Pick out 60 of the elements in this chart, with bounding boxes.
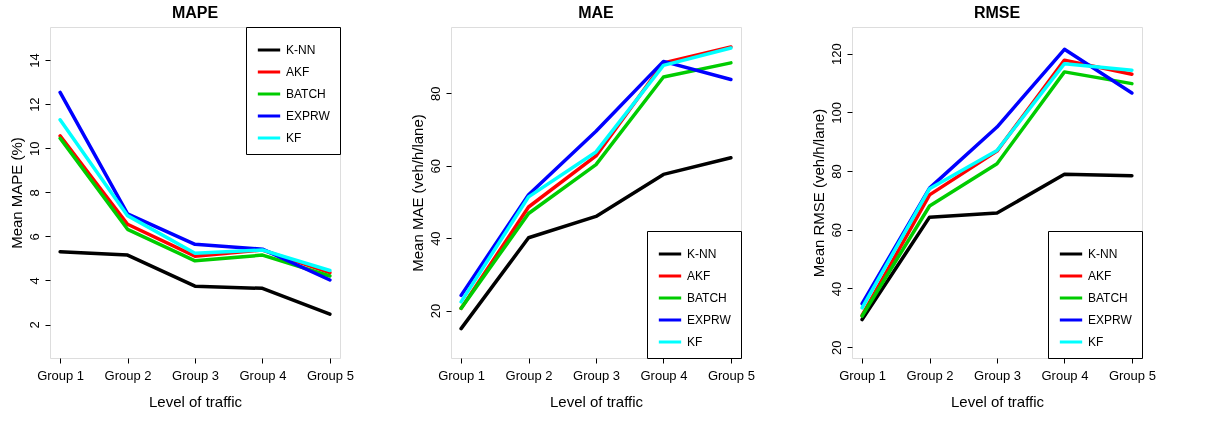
x-tick-label: Group 4 bbox=[640, 367, 688, 383]
legend-label: AKF bbox=[1088, 269, 1112, 283]
x-tick-label: Group 1 bbox=[438, 367, 486, 383]
legend-label: BATCH bbox=[286, 87, 326, 101]
y-tick-label: 20 bbox=[427, 303, 443, 319]
legend-label: EXPRW bbox=[687, 313, 732, 327]
y-tick-label: 20 bbox=[828, 340, 844, 355]
legend-label: K-NN bbox=[1088, 247, 1118, 261]
x-axis-title: Level of traffic bbox=[148, 392, 243, 410]
y-tick-label: 8 bbox=[26, 189, 42, 197]
y-axis-title: Mean MAPE (%) bbox=[7, 137, 25, 249]
y-tick-label: 60 bbox=[427, 158, 443, 174]
x-tick-label: Group 2 bbox=[906, 367, 954, 383]
legend-label: K-NN bbox=[687, 247, 717, 261]
y-tick-label: 40 bbox=[828, 281, 844, 297]
line-series bbox=[58, 90, 332, 282]
x-tick-label: Group 1 bbox=[839, 367, 887, 383]
line-series bbox=[860, 172, 1134, 322]
y-tick-label: 80 bbox=[427, 86, 443, 102]
y-axis-title: Mean MAE (veh/h/lane) bbox=[408, 114, 426, 272]
x-tick-label: Group 5 bbox=[1108, 367, 1156, 383]
x-tick-label: Group 2 bbox=[505, 367, 553, 383]
y-tick-label: 2 bbox=[26, 321, 42, 329]
x-tick-label: Group 4 bbox=[1041, 367, 1089, 383]
x-tick-label: Group 3 bbox=[573, 367, 620, 383]
chart-title: RMSE bbox=[973, 4, 1021, 21]
x-tick-label: Group 5 bbox=[306, 367, 354, 383]
x-tick-label: Group 5 bbox=[707, 367, 755, 383]
legend-label: EXPRW bbox=[286, 109, 331, 123]
x-tick-label: Group 1 bbox=[37, 367, 85, 383]
x-tick-label: Group 4 bbox=[239, 367, 287, 383]
y-tick-label: 60 bbox=[828, 223, 844, 238]
y-tick-label: 4 bbox=[26, 277, 42, 285]
y-tick-label: 14 bbox=[26, 53, 42, 68]
legend-label: BATCH bbox=[1088, 291, 1128, 305]
legend-label: KF bbox=[1088, 335, 1104, 349]
chart-title: MAE bbox=[578, 4, 615, 21]
legend-label: AKF bbox=[286, 65, 310, 79]
y-tick-label: 6 bbox=[26, 233, 42, 241]
chart-title: MAPE bbox=[171, 3, 219, 21]
y-tick-label: 120 bbox=[828, 43, 844, 66]
x-tick-label: Group 3 bbox=[974, 367, 1021, 383]
legend-label: BATCH bbox=[687, 291, 727, 305]
legend-label: EXPRW bbox=[1088, 313, 1133, 327]
legend-label: AKF bbox=[687, 269, 711, 283]
legend-label: KF bbox=[687, 335, 703, 349]
y-tick-label: 12 bbox=[26, 97, 42, 112]
x-axis-title: Level of traffic bbox=[950, 392, 1045, 410]
x-tick-label: Group 3 bbox=[172, 367, 219, 383]
x-tick-label: Group 2 bbox=[104, 367, 152, 383]
y-axis-title: Mean RMSE (veh/h/lane) bbox=[809, 108, 827, 278]
x-axis-title: Level of traffic bbox=[549, 392, 644, 410]
legend-label: K-NN bbox=[286, 43, 316, 57]
legend-label: KF bbox=[286, 131, 302, 145]
y-tick-label: 100 bbox=[828, 102, 844, 124]
y-tick-label: 40 bbox=[427, 231, 443, 246]
line-series bbox=[459, 155, 733, 331]
y-tick-label: 80 bbox=[828, 164, 844, 179]
y-tick-label: 10 bbox=[26, 141, 42, 156]
line-series bbox=[58, 250, 332, 316]
